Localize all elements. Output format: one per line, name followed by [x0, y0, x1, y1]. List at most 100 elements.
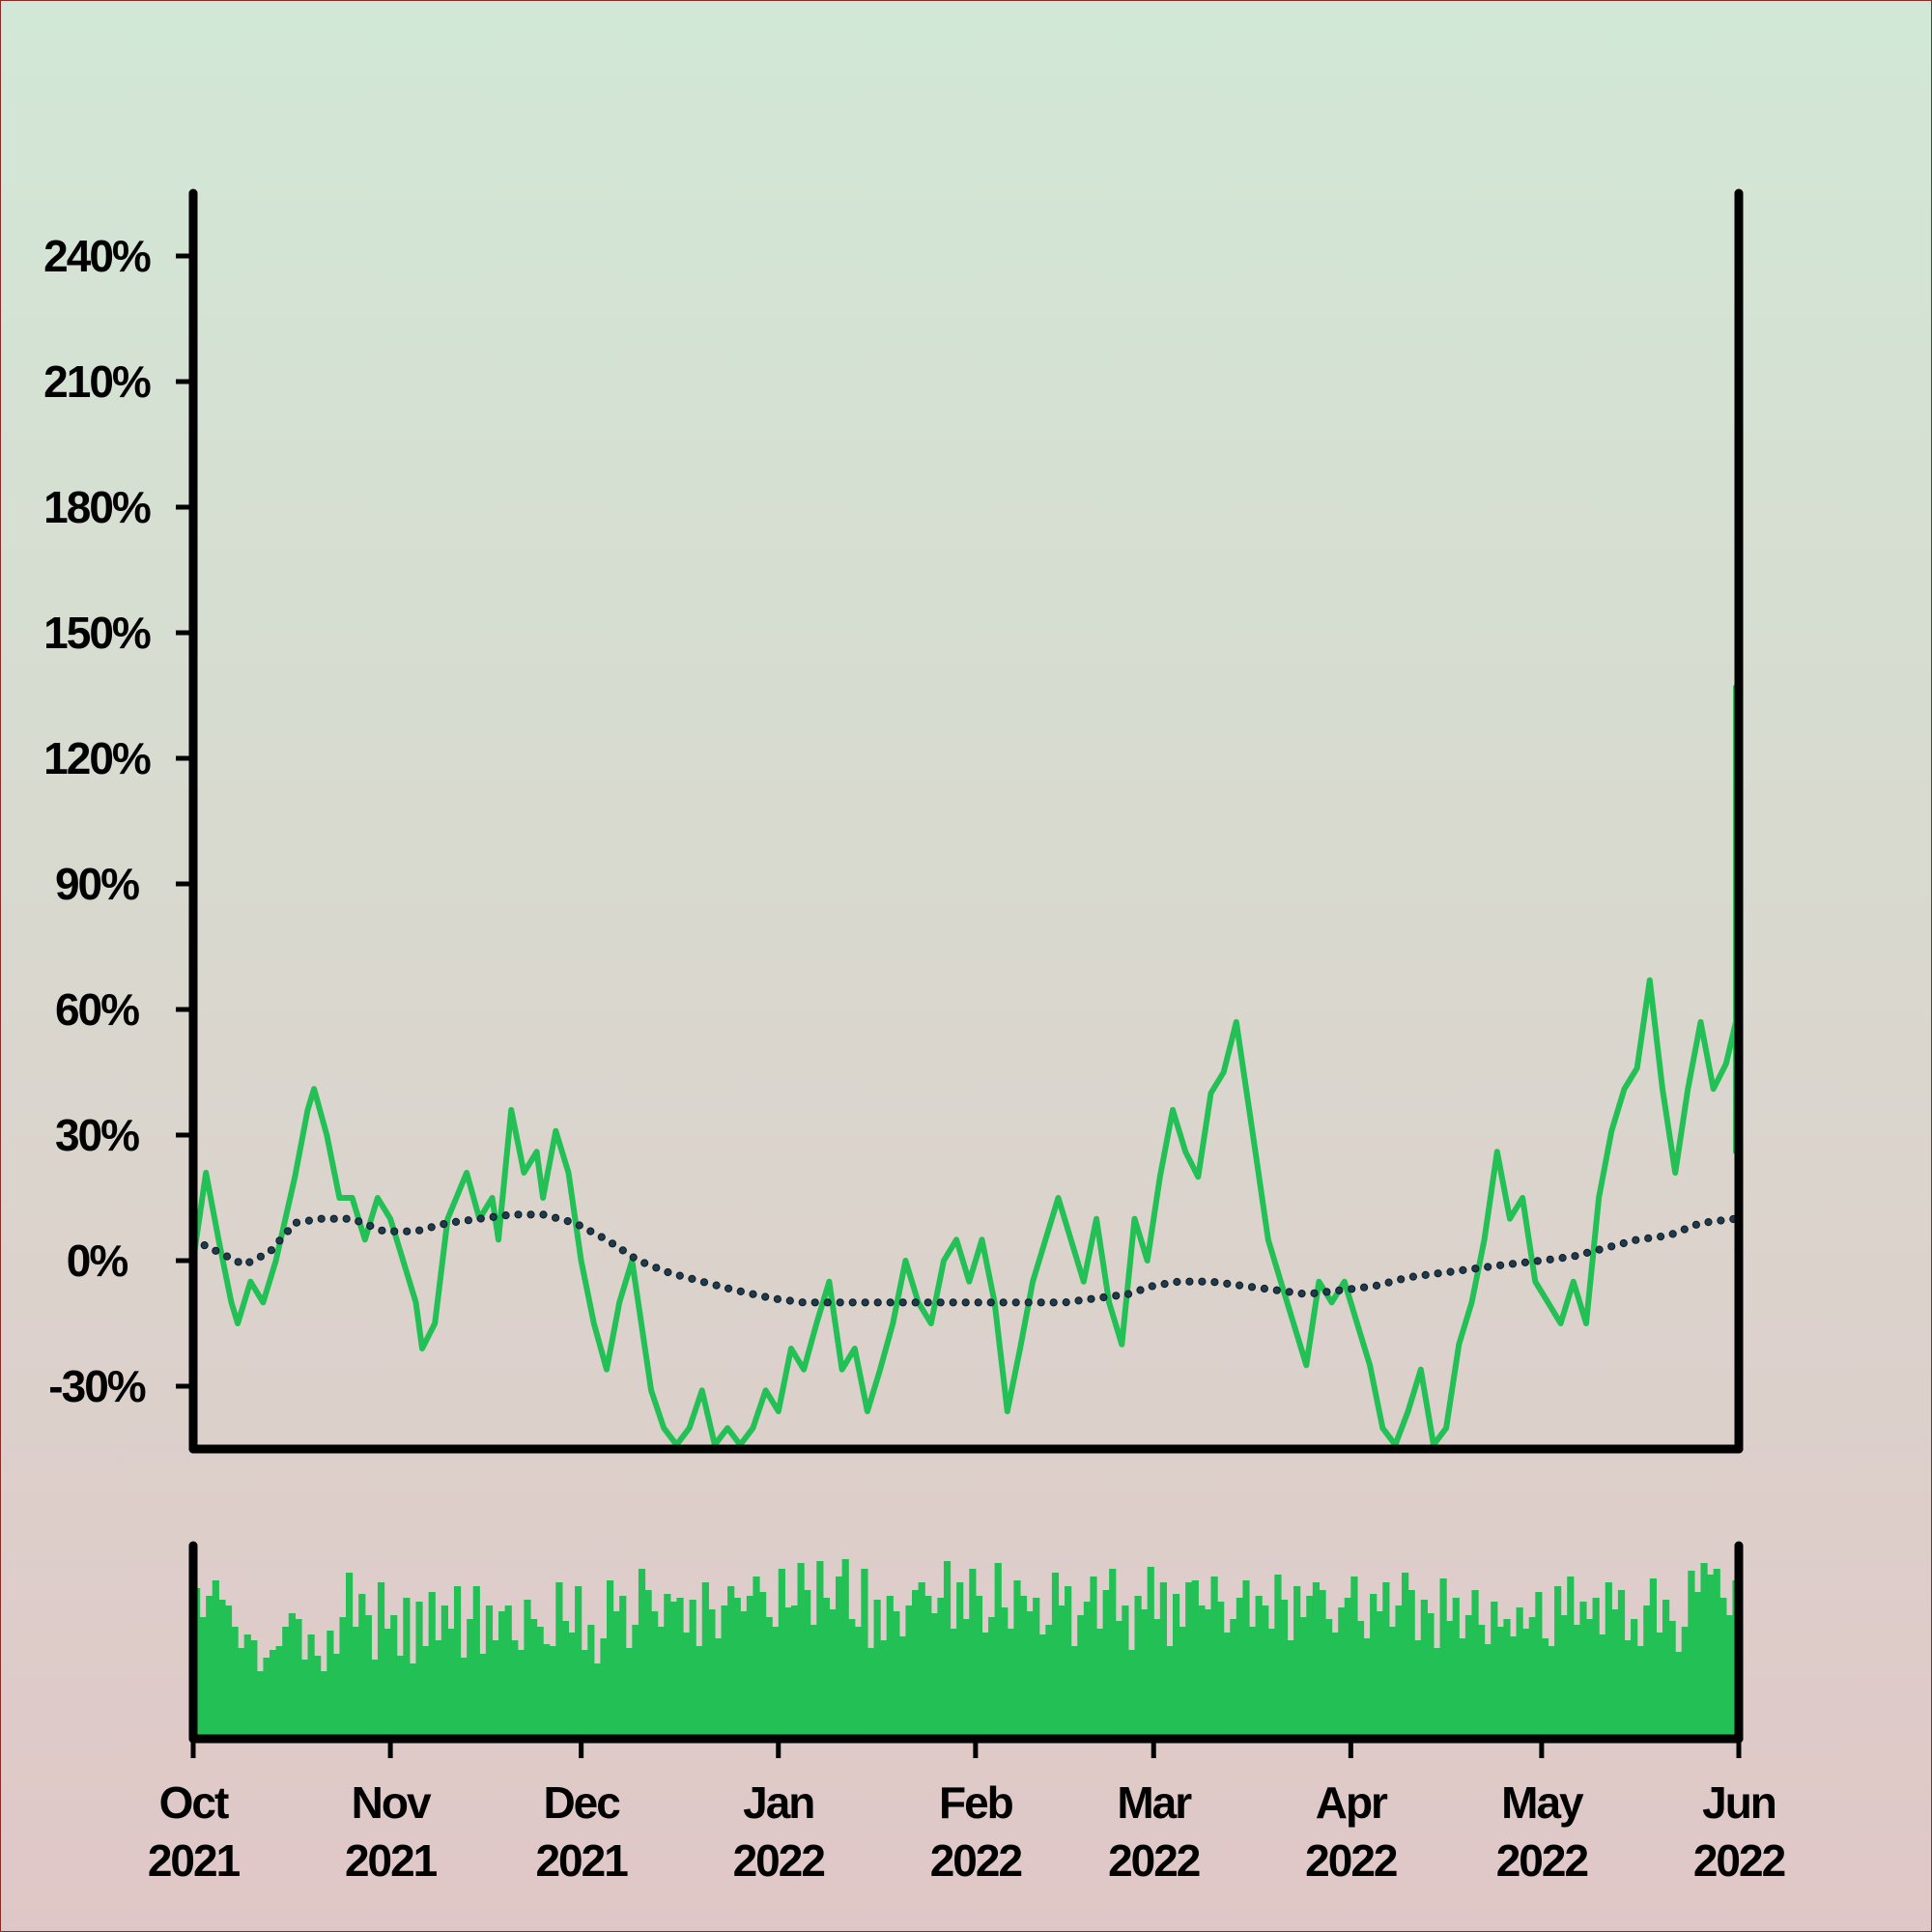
moving-average-point	[212, 1246, 220, 1255]
moving-average-point	[773, 1294, 782, 1303]
moving-average-point	[378, 1226, 386, 1235]
volume-bar	[238, 1648, 245, 1739]
volume-bar	[1338, 1607, 1346, 1739]
moving-average-point	[848, 1298, 857, 1307]
moving-average-point	[1112, 1292, 1121, 1300]
moving-average-point	[586, 1227, 595, 1236]
volume-bar	[1102, 1590, 1110, 1739]
volume-bar	[1274, 1575, 1282, 1739]
moving-average-point	[1508, 1260, 1518, 1268]
volume-bar	[829, 1609, 837, 1739]
moving-average-point	[1024, 1298, 1033, 1307]
volume-bar	[701, 1582, 709, 1739]
moving-average-point	[1680, 1225, 1689, 1234]
moving-average-point	[761, 1293, 770, 1301]
volume-bar	[873, 1600, 881, 1739]
moving-average-point	[597, 1233, 606, 1241]
volume-bar	[212, 1580, 219, 1739]
volume-bar	[587, 1625, 595, 1739]
moving-average-point	[1160, 1280, 1169, 1289]
volume-bar	[696, 1646, 703, 1739]
volume-bar	[1592, 1598, 1600, 1739]
moving-average-point	[1657, 1233, 1665, 1241]
volume-bar	[600, 1638, 608, 1739]
volume-bar	[1370, 1594, 1378, 1739]
volume-bar	[1471, 1590, 1479, 1739]
volume-bar	[1141, 1609, 1149, 1739]
moving-average-point	[1644, 1234, 1653, 1242]
volume-bar	[435, 1640, 442, 1739]
moving-average-point	[1335, 1286, 1344, 1295]
volume-bar	[1083, 1602, 1091, 1739]
volume-bar	[1026, 1611, 1034, 1739]
volume-bar	[683, 1633, 691, 1739]
volume-bar	[1503, 1619, 1511, 1739]
volume-bar	[1019, 1596, 1028, 1739]
volume-bar	[988, 1617, 996, 1739]
volume-bar	[1230, 1619, 1237, 1739]
moving-average-point	[810, 1298, 819, 1307]
moving-average-point	[1360, 1283, 1369, 1292]
volume-bar	[467, 1619, 474, 1739]
volume-bar	[822, 1598, 831, 1739]
volume-bar	[377, 1582, 385, 1739]
volume-bar	[1090, 1577, 1097, 1739]
volume-bar	[1548, 1646, 1555, 1739]
volume-bar	[1535, 1592, 1543, 1739]
y-tick-label: 240%	[43, 231, 151, 281]
volume-bar	[288, 1613, 296, 1739]
volume-bar	[625, 1648, 633, 1739]
volume-bar	[447, 1629, 455, 1739]
volume-bar	[708, 1609, 716, 1739]
moving-average-point	[256, 1252, 265, 1261]
volume-bar	[384, 1629, 391, 1739]
volume-bar	[295, 1619, 302, 1739]
moving-average-point	[1717, 1216, 1725, 1225]
volume-bar	[1147, 1567, 1154, 1739]
volume-bar	[1051, 1573, 1060, 1739]
volume-bar	[1662, 1600, 1670, 1739]
volume-bar	[1185, 1582, 1193, 1739]
volume-bar	[409, 1663, 417, 1739]
moving-average-point	[329, 1214, 338, 1223]
volume-bar	[867, 1648, 875, 1739]
moving-average-point	[1210, 1278, 1219, 1287]
y-tick-label: 210%	[43, 356, 151, 407]
volume-bar	[352, 1627, 359, 1739]
volume-bar	[1236, 1598, 1244, 1739]
volume-bar	[930, 1613, 938, 1739]
moving-average-point	[575, 1221, 583, 1230]
volume-bar	[1509, 1636, 1518, 1739]
moving-average-point	[1520, 1258, 1530, 1267]
volume-bar	[727, 1586, 735, 1739]
moving-average-point	[1062, 1298, 1070, 1307]
volume-bar	[975, 1596, 983, 1739]
moving-average-point	[234, 1258, 242, 1266]
x-tick-label-year: 2021	[535, 1835, 628, 1886]
volume-bar	[1439, 1578, 1447, 1739]
y-axis: -30% 0% 30% 60% 90% 120% 150% 180% 210% 240%	[43, 231, 193, 1411]
volume-bar	[529, 1619, 538, 1739]
volume-bar	[638, 1569, 646, 1739]
volume-bar	[1433, 1648, 1441, 1739]
volume-bar	[1675, 1652, 1683, 1739]
moving-average-point	[552, 1213, 560, 1222]
x-tick-label-year: 2022	[1108, 1835, 1200, 1886]
volume-bar	[415, 1602, 423, 1739]
moving-average-point	[1223, 1279, 1232, 1289]
volume-bar	[1134, 1596, 1142, 1739]
moving-average-point	[664, 1267, 672, 1277]
volume-bar	[440, 1605, 448, 1739]
volume-bar	[1459, 1638, 1466, 1739]
volume-bar	[1166, 1646, 1174, 1739]
x-tick-label-year: 2022	[930, 1835, 1022, 1886]
volume-bar	[224, 1605, 233, 1739]
volume-bar	[1693, 1592, 1702, 1739]
moving-average-point	[823, 1298, 832, 1307]
volume-bar	[275, 1646, 283, 1739]
volume-bar	[314, 1656, 322, 1739]
moving-average-point	[1533, 1257, 1542, 1265]
y-tick-label: -30%	[48, 1361, 145, 1411]
